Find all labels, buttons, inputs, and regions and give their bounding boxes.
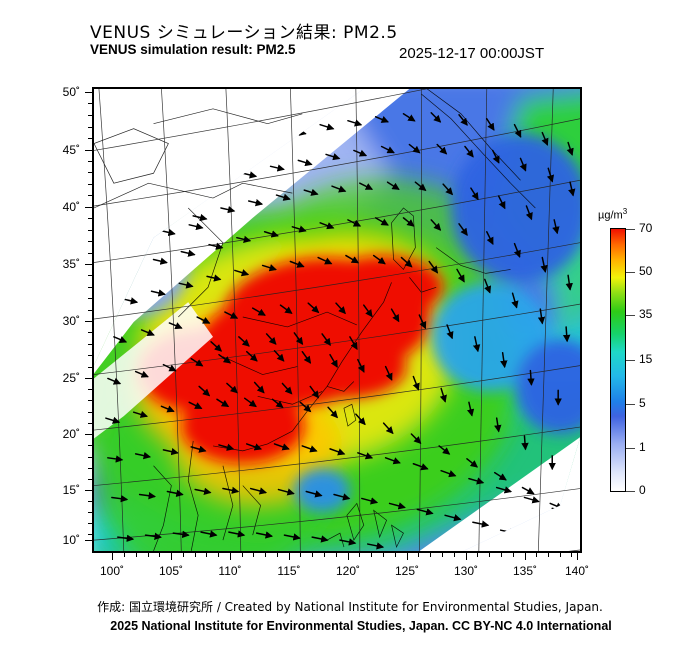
x-tick-label: 140˚ <box>564 564 590 578</box>
y-tick-label: 45˚ <box>62 143 80 157</box>
page-title-english: VENUS simulation result: PM2.5 <box>90 42 296 57</box>
credit-line: 作成: 国立環境研究所 / Created by National Instit… <box>97 600 603 614</box>
y-tick-label: 40˚ <box>62 200 80 214</box>
colorbar-tick-label: 70 <box>639 221 653 235</box>
graticule <box>94 89 580 551</box>
x-tick-label: 115˚ <box>277 564 301 578</box>
x-tick-label: 120˚ <box>335 564 361 578</box>
x-tick-label: 110˚ <box>218 564 242 578</box>
coastlines <box>94 89 536 551</box>
colorbar-unit-exponent: 3 <box>622 207 628 216</box>
x-tick-label: 130˚ <box>453 564 479 578</box>
map-plot-area <box>92 87 582 553</box>
timestamp-label: 2025-12-17 00:00JST <box>399 45 545 62</box>
page-title-japanese: VENUS シミュレーション結果: PM2.5 <box>90 23 398 43</box>
y-tick-label: 20˚ <box>62 427 80 441</box>
y-tick-label: 25˚ <box>62 371 80 385</box>
y-tick-label: 35˚ <box>62 257 80 271</box>
y-tick-label: 50˚ <box>62 85 80 99</box>
license-text: 2025 National Institute for Environmenta… <box>110 619 612 633</box>
x-tick-label: 135˚ <box>512 564 538 578</box>
map-canvas <box>94 89 580 551</box>
y-tick-label: 30˚ <box>62 314 80 328</box>
colorbar-tick-label: 35 <box>639 307 653 321</box>
colorbar-tick-label: 5 <box>639 396 646 410</box>
x-tick-label: 105˚ <box>158 564 184 578</box>
map-svg <box>94 89 580 551</box>
wind-vector-field <box>105 112 576 550</box>
license-line: 2025 National Institute for Environmenta… <box>0 619 700 633</box>
colorbar-unit-label: µg/m3 <box>598 207 627 222</box>
x-tick-label: 125˚ <box>394 564 420 578</box>
y-tick-label: 15˚ <box>62 483 80 497</box>
colorbar-tick-label: 15 <box>639 352 653 366</box>
colorbar-tick-label: 50 <box>639 264 653 278</box>
colorbar-tick-label: 0 <box>639 483 646 497</box>
x-tick-label: 100˚ <box>99 564 125 578</box>
colorbar-gradient <box>610 228 626 492</box>
colorbar-unit-prefix: µg/m <box>598 209 623 222</box>
colorbar-tick-label: 1 <box>639 440 646 454</box>
y-tick-label: 10˚ <box>62 533 80 547</box>
